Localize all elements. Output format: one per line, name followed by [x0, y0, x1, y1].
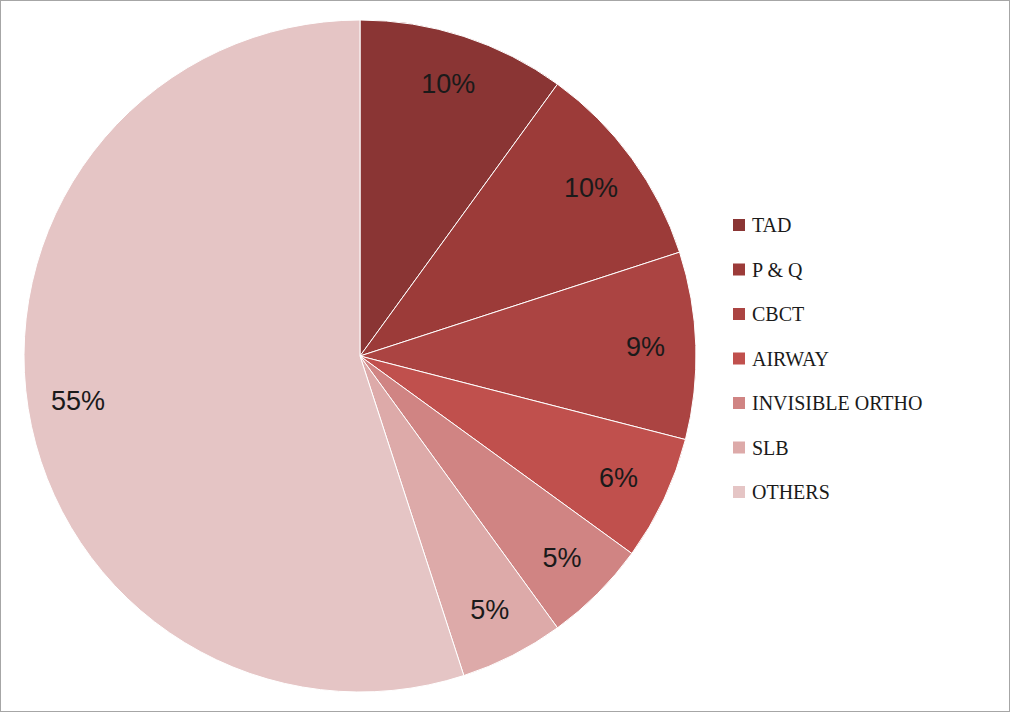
- legend-swatch: [733, 442, 745, 454]
- legend-swatch: [733, 397, 745, 409]
- legend-item: AIRWAY: [733, 348, 829, 370]
- data-label: 10%: [421, 69, 475, 99]
- chart-root: 10% 10% 9% 6% 5% 5% 55% TAD P & Q CBCT AIRWAY INVIS…: [0, 0, 1010, 712]
- slice: [24, 20, 464, 692]
- slices-inner: [24, 20, 696, 692]
- data-label: 5%: [542, 543, 581, 573]
- data-label: 55%: [51, 386, 105, 416]
- data-label: 5%: [470, 595, 509, 625]
- legend-label: P & Q: [752, 259, 803, 281]
- legend-swatch: [733, 486, 745, 498]
- legend: TAD P & Q CBCT AIRWAY INVISIBLE ORTHO SLB OTHE…: [733, 214, 922, 503]
- legend-item: OTHERS: [733, 481, 830, 503]
- slices: [24, 20, 696, 692]
- legend-label: AIRWAY: [752, 348, 829, 370]
- legend-swatch: [733, 308, 745, 320]
- legend-label: TAD: [752, 214, 792, 236]
- frame: [1, 1, 1010, 712]
- legend-item: CBCT: [733, 303, 804, 325]
- pie: 10% 10% 9% 6% 5% 5% 55%: [24, 20, 696, 692]
- legend-swatch: [733, 219, 745, 231]
- legend-swatch: [733, 264, 745, 276]
- data-label: 9%: [626, 332, 665, 362]
- legend-label: CBCT: [752, 303, 804, 325]
- legend-item: INVISIBLE ORTHO: [733, 392, 922, 414]
- data-label: 6%: [599, 463, 638, 493]
- data-label: 10%: [564, 173, 618, 203]
- legend-swatch: [733, 353, 745, 365]
- legend-item: P & Q: [733, 259, 803, 281]
- legend-label: INVISIBLE ORTHO: [752, 392, 922, 414]
- legend-item: TAD: [733, 214, 792, 236]
- legend-label: OTHERS: [752, 481, 830, 503]
- legend-item: SLB: [733, 437, 789, 459]
- legend-label: SLB: [752, 437, 789, 459]
